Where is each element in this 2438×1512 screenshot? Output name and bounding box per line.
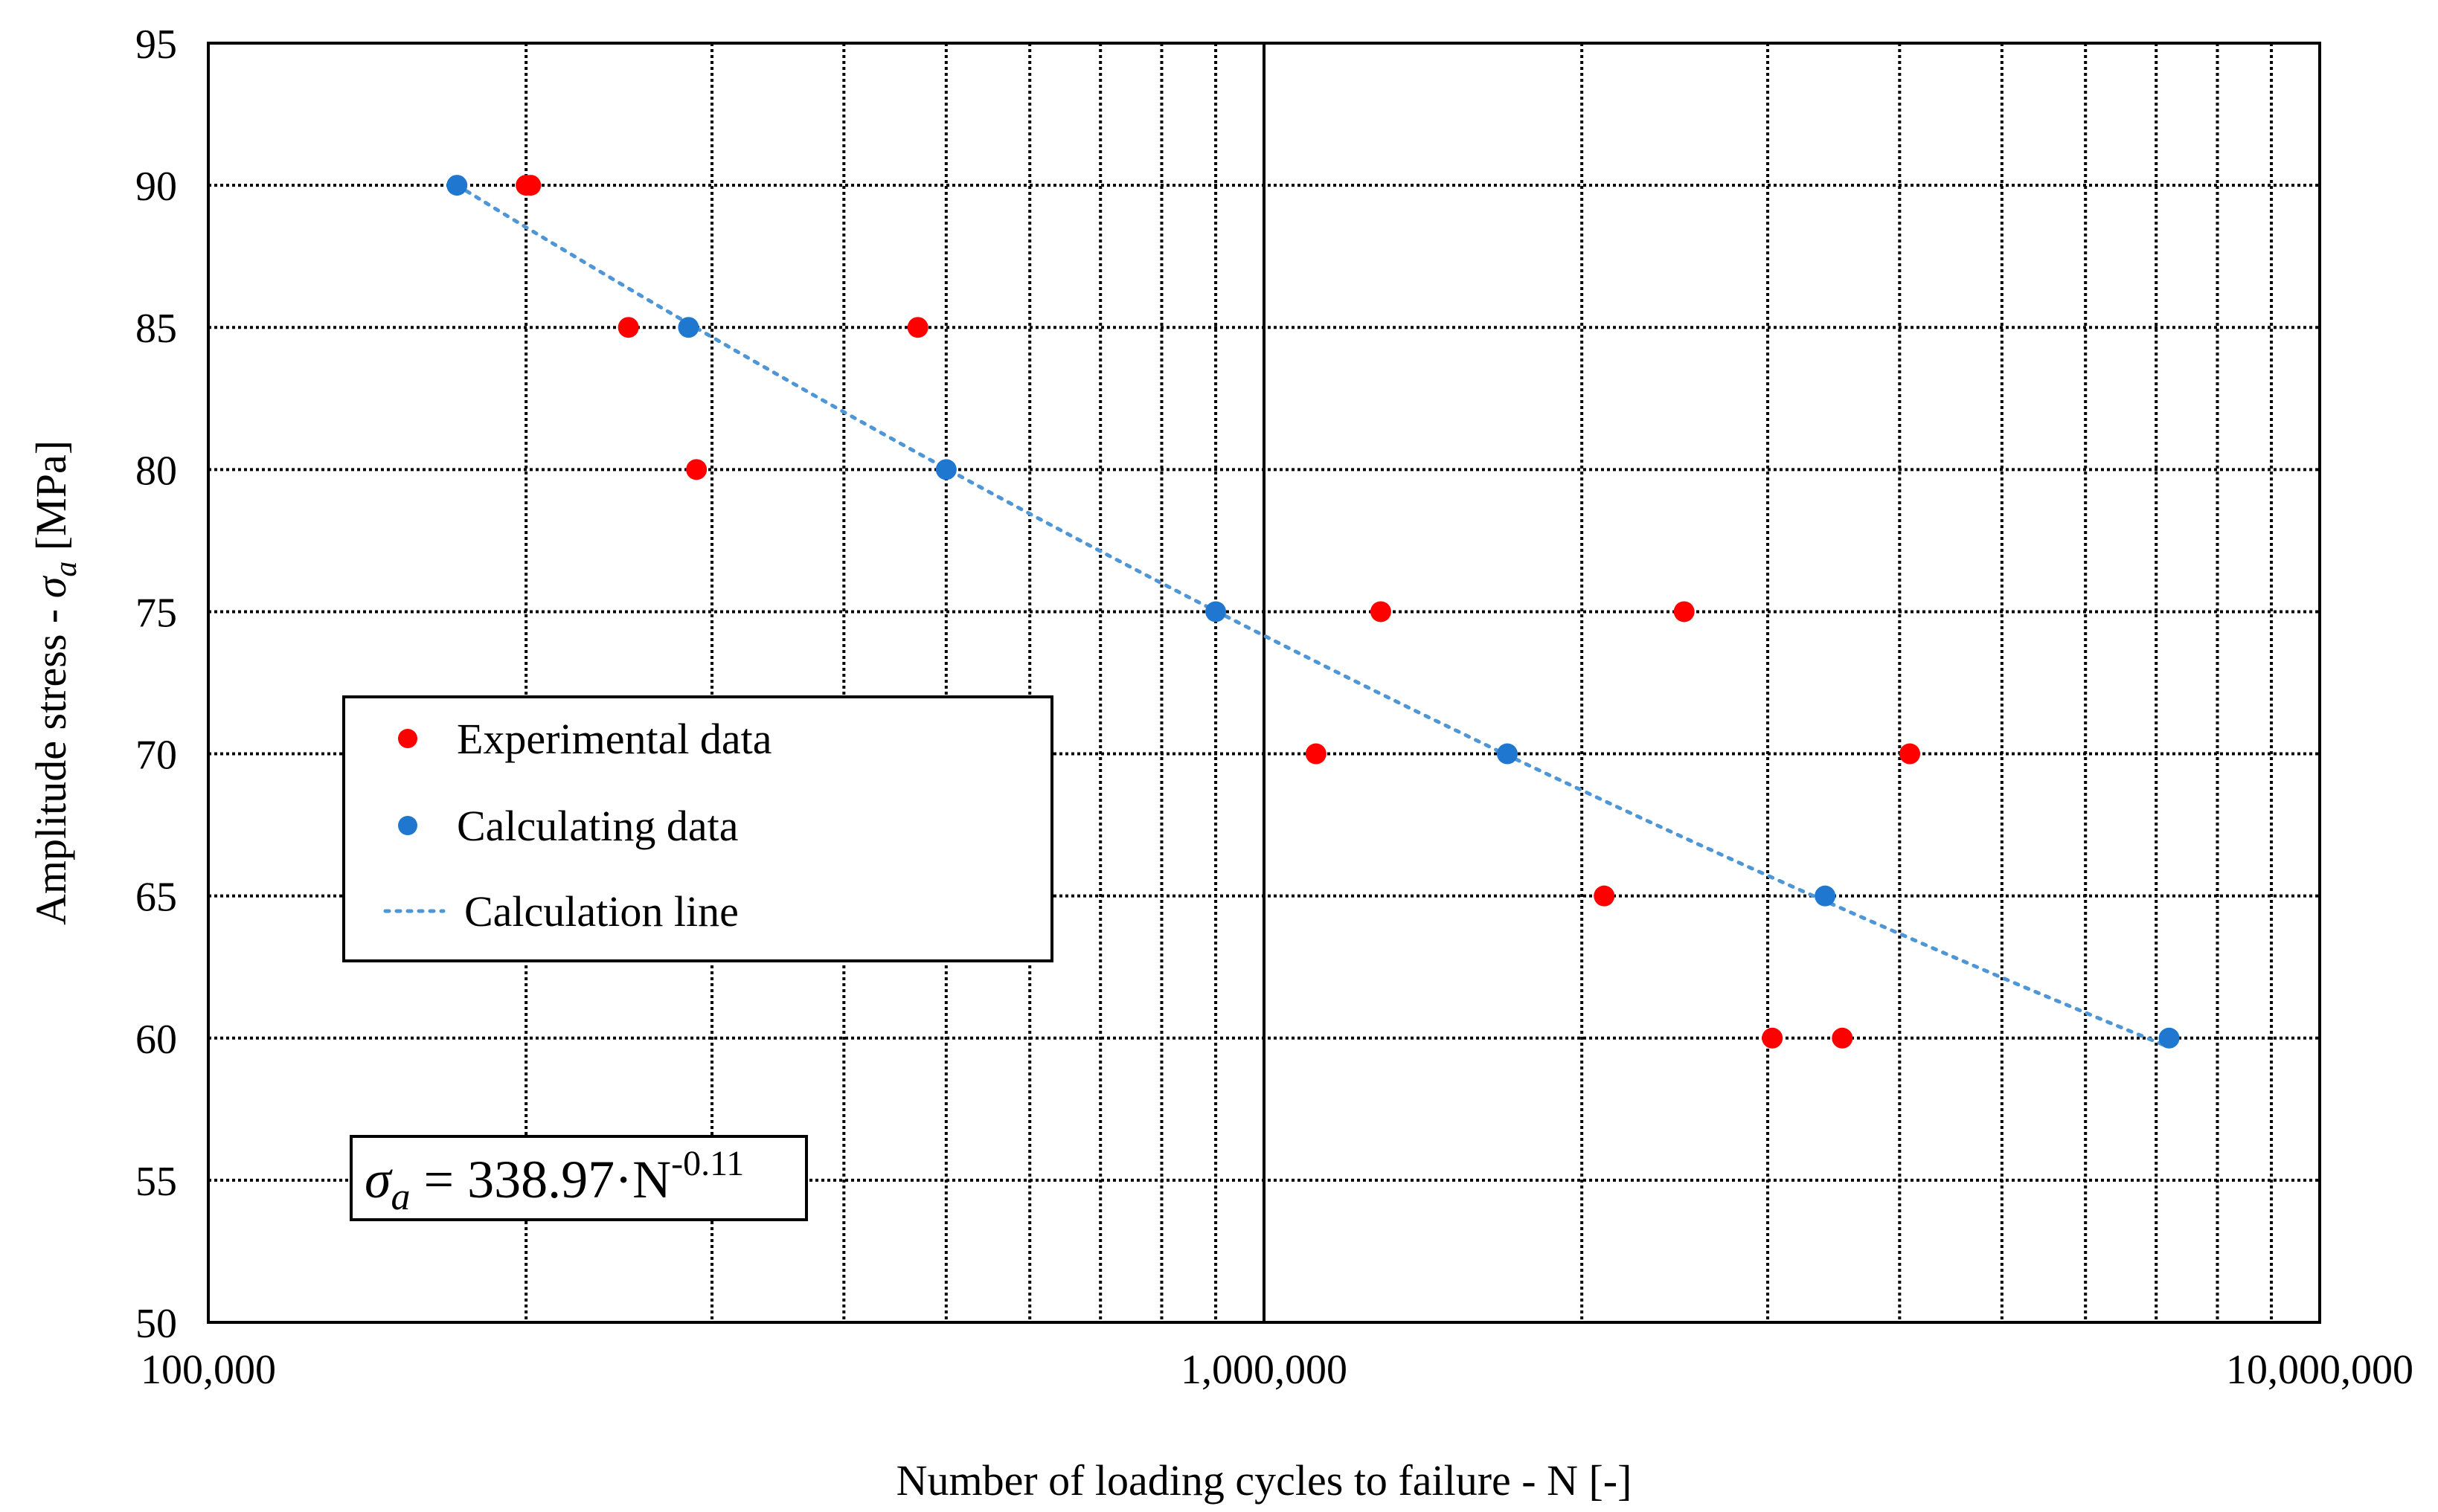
experimental-data-point [1832, 1027, 1853, 1049]
experimental-data-point [1370, 601, 1391, 623]
calculating-data-point [2158, 1027, 2180, 1049]
experimental-data-point [1762, 1027, 1783, 1049]
experimental-data-point [520, 175, 542, 196]
calculating-data-point [678, 317, 699, 338]
legend-box [342, 695, 1053, 962]
calculation-line-layer [455, 183, 2172, 1049]
equation-box [350, 1135, 808, 1221]
equation-text: σa = 338.97·N-0.11 [365, 1144, 744, 1218]
calculating-data-point [1497, 743, 1518, 765]
experimental-data-point [1594, 885, 1615, 907]
y-axis-title: Amplitude stress - σa [MPa] [27, 440, 83, 925]
calculating-data-point [1815, 885, 1836, 907]
experimental-data-point [907, 317, 928, 338]
experimental-data-point [1305, 743, 1327, 765]
x-tick-label: 10,000,000 [2226, 1347, 2413, 1393]
y-tick-label: 95 [135, 22, 177, 68]
calculation-line [455, 183, 2172, 1049]
y-tick-label: 90 [135, 164, 177, 210]
calculating-data-point [1205, 601, 1227, 623]
y-tick-label: 65 [135, 875, 177, 921]
legend-marker-calculating [398, 816, 417, 835]
experimental-data-point [1899, 743, 1921, 765]
plot-area-frame [207, 42, 2321, 1324]
equation-annotation: σa = 338.97·N-0.11 [350, 1135, 808, 1221]
y-tick-label: 80 [135, 448, 177, 494]
y-tick-label: 50 [135, 1301, 177, 1347]
calculating-data-point [446, 175, 468, 196]
legend-label-calculation-line: Calculation line [464, 887, 739, 936]
y-tick-label: 55 [135, 1159, 177, 1205]
legend-label-calculating: Calculating data [457, 802, 738, 850]
legend: Experimental data Calculating data Calcu… [342, 695, 1053, 962]
experimental-data-point [617, 317, 639, 338]
y-tick-label: 75 [135, 590, 177, 636]
y-tick-label: 60 [135, 1017, 177, 1063]
x-axis-title: Number of loading cycles to failure - N … [896, 1456, 1632, 1505]
calculating-data-point [935, 459, 957, 480]
x-tick-label: 1,000,000 [1181, 1347, 1347, 1393]
y-tick-label: 70 [135, 733, 177, 779]
experimental-data-point [1673, 601, 1695, 623]
y-axis-tick-labels: 50 55 60 65 70 75 80 85 90 95 [135, 22, 177, 1347]
data-points-layer [446, 175, 2180, 1049]
x-tick-label: 100,000 [141, 1347, 276, 1393]
experimental-data-point [686, 459, 708, 480]
legend-label-experimental: Experimental data [457, 715, 772, 763]
x-axis-tick-labels: 100,000 1,000,000 10,000,000 [141, 1347, 2413, 1393]
y-tick-label: 85 [135, 306, 177, 352]
legend-marker-experimental [398, 729, 417, 748]
